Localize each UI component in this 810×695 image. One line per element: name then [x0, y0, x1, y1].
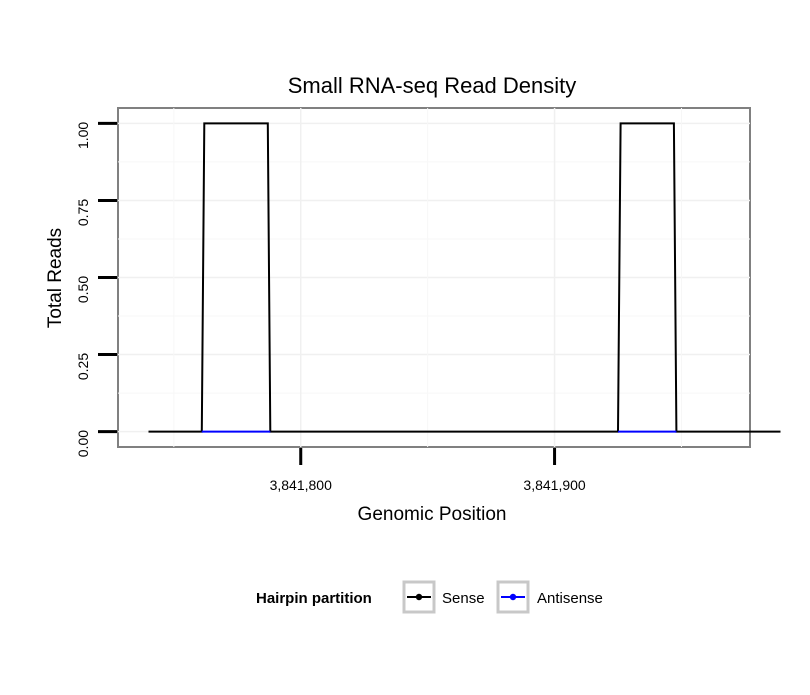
- legend-item-sense: Sense: [402, 580, 485, 614]
- y-tick-label: 0.75: [75, 199, 91, 226]
- legend-point-antisense: [509, 593, 517, 601]
- legend-point-sense: [415, 593, 423, 601]
- legend-title: Hairpin partition: [256, 590, 372, 607]
- y-tick-label: 1.00: [75, 122, 91, 149]
- y-tick-label: 0.00: [75, 430, 91, 457]
- chart-title: Small RNA-seq Read Density: [288, 73, 577, 98]
- y-tick-label: 0.25: [75, 353, 91, 380]
- legend-item-antisense: Antisense: [496, 580, 603, 614]
- y-axis-label: Total Reads: [45, 228, 66, 328]
- series-layer: [148, 122, 781, 433]
- legend-key-antisense: [496, 580, 530, 614]
- x-tick-label: 3,841,900: [523, 477, 585, 493]
- x-tick-label: 3,841,800: [270, 477, 332, 493]
- legend: Hairpin partition Sense Antisense: [256, 580, 603, 614]
- y-axis: 0.00 0.25 0.50 0.75 1.00: [75, 122, 117, 457]
- x-axis-label: Genomic Position: [358, 504, 507, 525]
- y-tick-label: 0.50: [75, 276, 91, 303]
- series-line-sense: [148, 122, 781, 433]
- legend-label-antisense: Antisense: [537, 590, 603, 607]
- x-axis: 3,841,800 3,841,900: [270, 448, 586, 493]
- legend-label-sense: Sense: [442, 590, 485, 607]
